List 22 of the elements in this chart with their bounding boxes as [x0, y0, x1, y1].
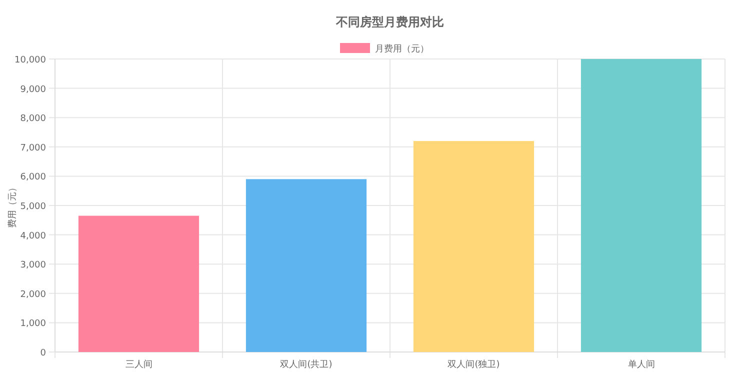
y-tick-label: 0 [40, 348, 46, 358]
bar [246, 179, 367, 352]
bar [413, 141, 534, 352]
y-tick-label: 2,000 [20, 290, 46, 300]
x-tick-label: 双人间(共卫) [280, 359, 332, 370]
y-tick-label: 6,000 [20, 172, 46, 183]
y-tick-label: 1,000 [20, 319, 46, 330]
y-tick-label: 8,000 [20, 114, 46, 124]
y-tick-label: 3,000 [20, 260, 46, 271]
x-tick-label: 单人间 [628, 359, 655, 370]
y-tick-label: 4,000 [20, 231, 46, 242]
y-tick-label: 5,000 [20, 202, 46, 212]
bar [580, 59, 702, 352]
x-tick-label: 双人间(独卫) [448, 359, 500, 370]
y-tick-label: 9,000 [20, 84, 46, 95]
y-tick-label: 10,000 [14, 56, 46, 66]
y-axis-title: 费用（元） [7, 183, 18, 228]
chart-title: 不同房型月费用对比 [335, 15, 444, 29]
x-tick-label: 三人间 [125, 359, 152, 370]
y-tick-label: 7,000 [20, 143, 46, 154]
legend-label: 月费用（元） [375, 44, 429, 54]
bar [78, 216, 200, 352]
